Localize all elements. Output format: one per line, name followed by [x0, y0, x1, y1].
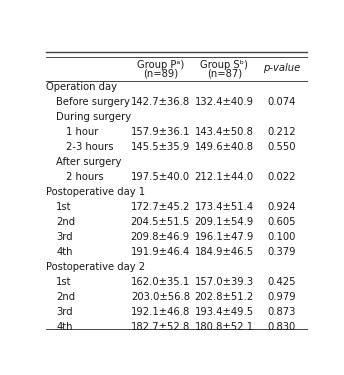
Text: 2 hours: 2 hours	[66, 172, 103, 182]
Text: 0.550: 0.550	[267, 142, 296, 152]
Text: 202.8±51.2: 202.8±51.2	[195, 292, 254, 302]
Text: 204.5±51.5: 204.5±51.5	[131, 217, 190, 227]
Text: 184.9±46.5: 184.9±46.5	[195, 247, 254, 257]
Text: Group Sᵇ): Group Sᵇ)	[200, 60, 248, 70]
Text: 1st: 1st	[56, 277, 72, 287]
Text: 3rd: 3rd	[56, 307, 73, 317]
Text: 0.830: 0.830	[268, 322, 296, 332]
Text: 180.8±52.1: 180.8±52.1	[195, 322, 254, 332]
Text: 182.7±52.8: 182.7±52.8	[131, 322, 190, 332]
Text: 157.9±36.1: 157.9±36.1	[131, 127, 190, 137]
Text: 3rd: 3rd	[56, 232, 73, 242]
Text: 193.4±49.5: 193.4±49.5	[195, 307, 254, 317]
Text: Group Pᵃ): Group Pᵃ)	[137, 60, 184, 70]
Text: p-value: p-value	[263, 63, 300, 73]
Text: 2-3 hours: 2-3 hours	[66, 142, 113, 152]
Text: 212.1±44.0: 212.1±44.0	[195, 172, 254, 182]
Text: Before surgery: Before surgery	[56, 97, 130, 107]
Text: After surgery: After surgery	[56, 157, 122, 167]
Text: 1st: 1st	[56, 202, 72, 212]
Text: 0.379: 0.379	[267, 247, 296, 257]
Text: (n=89): (n=89)	[143, 69, 178, 79]
Text: Postoperative day 1: Postoperative day 1	[46, 187, 145, 197]
Text: 0.212: 0.212	[267, 127, 296, 137]
Text: 0.924: 0.924	[267, 202, 296, 212]
Text: During surgery: During surgery	[56, 112, 131, 122]
Text: 173.4±51.4: 173.4±51.4	[195, 202, 254, 212]
Text: 4th: 4th	[56, 247, 73, 257]
Text: 209.1±54.9: 209.1±54.9	[195, 217, 254, 227]
Text: 162.0±35.1: 162.0±35.1	[131, 277, 190, 287]
Text: 149.6±40.8: 149.6±40.8	[195, 142, 254, 152]
Text: 197.5±40.0: 197.5±40.0	[131, 172, 190, 182]
Text: Postoperative day 2: Postoperative day 2	[46, 262, 145, 272]
Text: 192.1±46.8: 192.1±46.8	[131, 307, 190, 317]
Text: 2nd: 2nd	[56, 217, 75, 227]
Text: 0.100: 0.100	[267, 232, 296, 242]
Text: 203.0±56.8: 203.0±56.8	[131, 292, 190, 302]
Text: (n=87): (n=87)	[207, 69, 242, 79]
Text: 0.022: 0.022	[267, 172, 296, 182]
Text: 4th: 4th	[56, 322, 73, 332]
Text: 2nd: 2nd	[56, 292, 75, 302]
Text: 1 hour: 1 hour	[66, 127, 98, 137]
Text: 132.4±40.9: 132.4±40.9	[195, 97, 254, 107]
Text: 0.873: 0.873	[267, 307, 296, 317]
Text: 191.9±46.4: 191.9±46.4	[131, 247, 190, 257]
Text: 0.074: 0.074	[267, 97, 296, 107]
Text: 142.7±36.8: 142.7±36.8	[131, 97, 190, 107]
Text: 0.979: 0.979	[267, 292, 296, 302]
Text: 0.425: 0.425	[267, 277, 296, 287]
Text: 209.8±46.9: 209.8±46.9	[131, 232, 190, 242]
Text: 196.1±47.9: 196.1±47.9	[195, 232, 254, 242]
Text: 0.605: 0.605	[267, 217, 296, 227]
Text: 143.4±50.8: 143.4±50.8	[195, 127, 254, 137]
Text: Operation day: Operation day	[46, 82, 117, 92]
Text: 172.7±45.2: 172.7±45.2	[131, 202, 190, 212]
Text: 157.0±39.3: 157.0±39.3	[195, 277, 254, 287]
Text: 145.5±35.9: 145.5±35.9	[131, 142, 190, 152]
